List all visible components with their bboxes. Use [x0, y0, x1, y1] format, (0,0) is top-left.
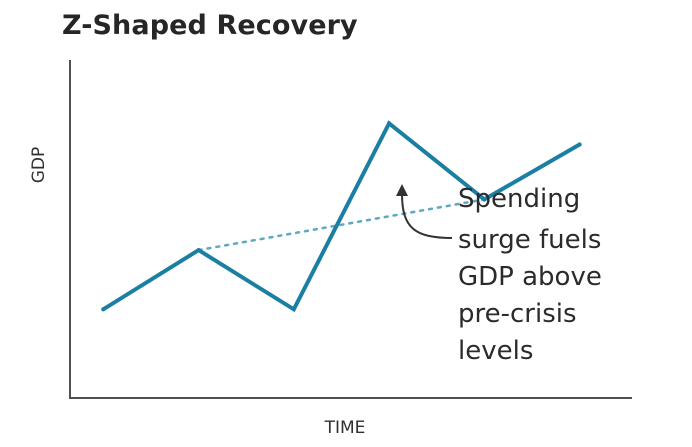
data-point-5	[577, 142, 582, 147]
plot-area	[69, 60, 632, 399]
data-point-1	[196, 248, 201, 253]
annotation-pointer	[401, 193, 453, 239]
chart-title: Z-Shaped Recovery	[62, 10, 358, 41]
x-axis-label: TIME	[324, 418, 366, 438]
gdp-series-line	[101, 120, 582, 313]
annotation-arrowhead-icon	[396, 184, 408, 196]
y-axis-label: GDP	[29, 147, 49, 184]
axes-frame	[69, 60, 632, 399]
annotation: Spending surge fuels GDP above pre-crisi…	[396, 184, 602, 366]
pre-crisis-trend-line	[197, 198, 486, 252]
data-point-0	[101, 307, 106, 312]
annotation-line-3: GDP above	[458, 262, 602, 292]
data-point-group	[101, 121, 582, 312]
annotation-line-1: Spending	[458, 184, 580, 214]
annotation-line-2: surge fuels	[458, 225, 601, 255]
annotation-line-5: levels	[458, 336, 533, 366]
data-point-4	[482, 197, 487, 202]
annotation-line-4: pre-crisis	[458, 299, 577, 329]
data-point-2	[291, 307, 296, 312]
data-point-3	[387, 121, 392, 126]
